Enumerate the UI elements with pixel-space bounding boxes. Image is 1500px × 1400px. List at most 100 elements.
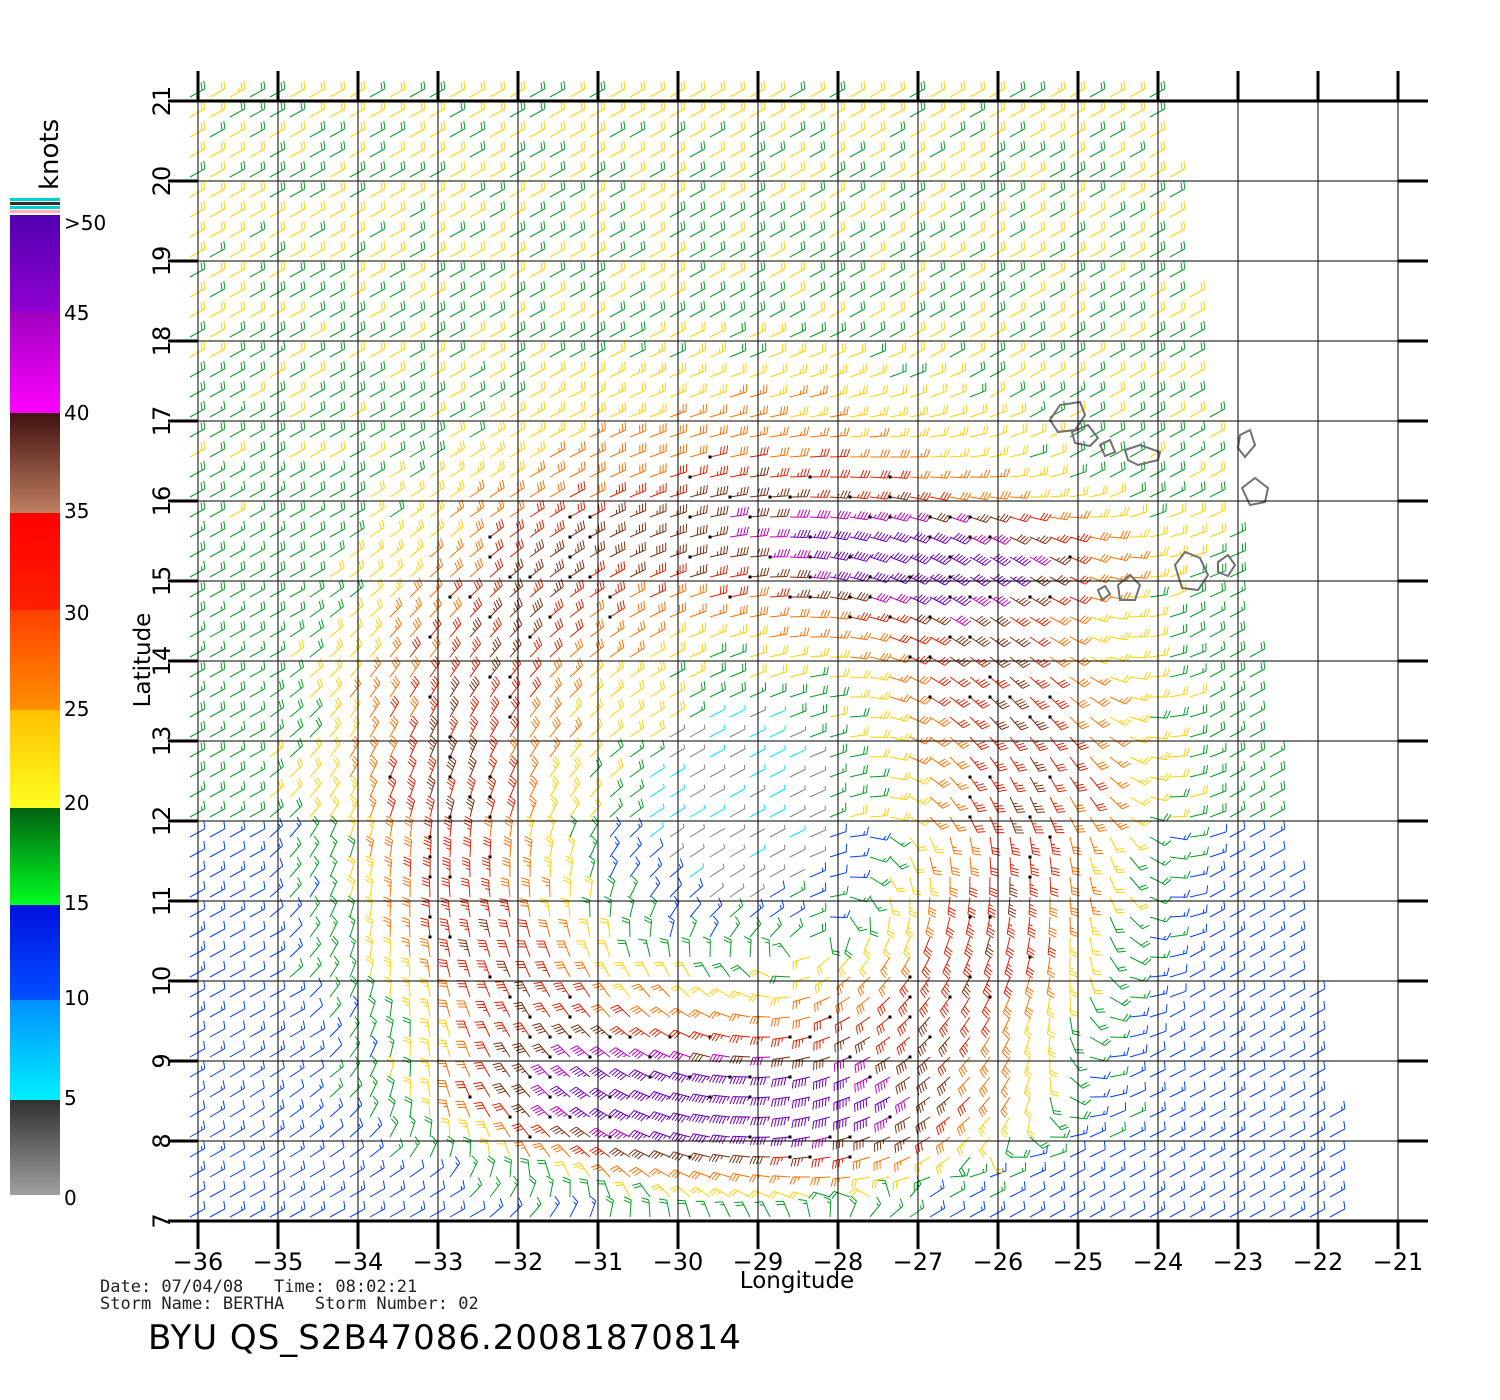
wind-barb [1109,816,1130,830]
wind-barb [702,936,711,958]
wind-barb-path [770,1136,791,1147]
wind-barb-path [420,917,431,938]
wind-barb-path [420,897,431,918]
wind-barb-path [309,1160,326,1178]
wind-barb-path [1189,1061,1206,1078]
wind-barb-path [709,661,726,678]
wind-barb [1029,696,1050,710]
wind-barb [629,341,646,358]
wind-barb-path [829,510,852,520]
wind-barb-path [1109,552,1132,562]
wind-barb [609,797,623,818]
wind-barb [1169,870,1191,879]
wind-barb [1028,815,1044,834]
wind-barb-path [1049,1096,1062,1116]
wind-barb [556,940,571,958]
wind-barb-path [608,1128,631,1140]
wind-barb-path [1049,1076,1060,1097]
wind-barb-path [689,724,706,738]
wind-barb-path [209,560,226,578]
wind-barb-path [229,560,246,578]
wind-barb-path [829,705,849,718]
wind-barb [349,1180,366,1198]
wind-barb [1269,1160,1286,1178]
wind-barb-path [809,766,826,778]
wind-barb-path [789,900,806,918]
wind-barb [429,499,445,518]
wind-barb [249,920,266,938]
rain-flag [628,1035,632,1039]
wind-barb [609,560,626,578]
wind-barb [249,820,266,838]
wind-barb [649,581,666,598]
wind-barb-path [1269,900,1286,918]
wind-barb-path [869,449,891,458]
wind-barb-path [1309,1200,1326,1218]
wind-barb-path [851,1176,871,1188]
wind-barb-path [834,1016,851,1034]
wind-barb-path [1089,461,1106,478]
wind-barb [209,380,226,398]
wind-barb-path [509,479,525,498]
wind-barb [1029,360,1046,378]
wind-barb-path [589,638,604,658]
wind-barb-path [1269,1200,1286,1218]
wind-barb-path [497,919,511,938]
rain-flag [468,795,472,799]
wind-barb [289,639,305,658]
wind-barb [889,427,910,438]
wind-barb-path [909,449,931,458]
wind-barb [709,784,726,798]
wind-barb-path [909,1199,925,1218]
wind-barb [889,572,912,584]
wind-barb [669,700,686,718]
wind-barb [269,817,284,838]
wind-barb-path [569,500,586,518]
wind-barb-path [1169,727,1190,738]
wind-barb-path [1149,731,1172,740]
wind-barb [209,760,226,778]
wind-barb [209,460,226,478]
wind-barb-path [1109,632,1132,641]
wind-barb [1149,360,1166,378]
wind-barb [609,1025,632,1039]
rain-flag [708,1095,712,1099]
wind-barb [814,976,831,994]
wind-barb [1028,715,1049,731]
wind-barb-path [849,363,867,378]
wind-barb [989,360,1006,378]
wind-barb-path [249,660,266,678]
wind-barb-path [529,676,542,698]
wind-barb-path [249,720,266,738]
wind-barb-path [1269,820,1286,838]
wind-barb [1009,676,1030,689]
wind-barb [942,956,952,979]
wind-barb [1029,676,1051,689]
wind-barb-path [249,1060,265,1078]
wind-barb-path [347,855,356,878]
wind-barb-path [748,1174,771,1183]
wind-barb-path [502,856,511,878]
wind-barb [1109,506,1130,518]
wind-barb [689,1186,711,1198]
wind-barb [519,898,531,918]
wind-barb-path [1269,1060,1286,1078]
wind-barb [529,597,544,618]
wind-barb [809,766,826,778]
wind-barb [729,784,746,798]
wind-barb-path [1309,1080,1326,1098]
wind-barb-path [389,1200,406,1218]
wind-barb [849,363,867,378]
wind-barb-path [629,402,647,418]
wind-barb-path [269,798,284,818]
wind-barb-path [729,486,749,498]
wind-barb-path [1009,360,1026,378]
wind-barb-path [189,580,206,598]
wind-barb-path [789,1176,811,1185]
wind-barb-path [770,996,791,1007]
wind-barb-path [1028,896,1037,918]
rain-flag [888,475,892,479]
wind-barb [389,715,399,738]
wind-barb-path [857,976,871,997]
wind-barb [949,836,963,855]
